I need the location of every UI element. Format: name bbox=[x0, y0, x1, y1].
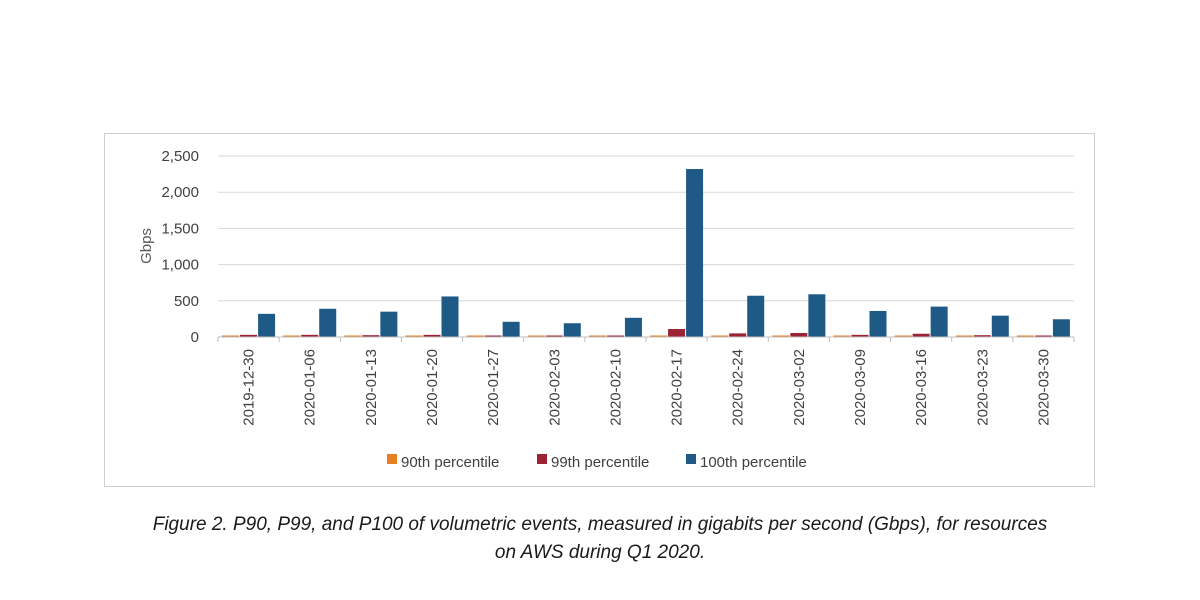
bar-p99 bbox=[240, 334, 258, 337]
bar-p100 bbox=[930, 306, 948, 337]
legend-swatch bbox=[537, 454, 547, 464]
bar-p100 bbox=[1052, 319, 1070, 337]
bar-p100 bbox=[380, 311, 398, 337]
x-tick-label: 2020-03-09 bbox=[852, 349, 869, 426]
figure-caption: Figure 2. P90, P99, and P100 of volumetr… bbox=[0, 511, 1200, 567]
caption-line-1: Figure 2. P90, P99, and P100 of volumetr… bbox=[152, 514, 1048, 535]
bar-p100 bbox=[808, 294, 826, 337]
x-tick-label: 2020-03-02 bbox=[791, 349, 808, 426]
y-axis-label: Gbps bbox=[138, 228, 155, 264]
bar-p90 bbox=[772, 335, 790, 337]
bar-p100 bbox=[991, 315, 1009, 337]
y-tick-label: 500 bbox=[174, 293, 199, 310]
bar-p99 bbox=[423, 334, 441, 337]
bar-p90 bbox=[222, 335, 240, 337]
y-tick-label: 1,500 bbox=[161, 220, 199, 237]
x-tick-label: 2020-01-27 bbox=[485, 349, 502, 426]
y-tick-label: 1,000 bbox=[161, 257, 199, 274]
bar-p90 bbox=[527, 335, 545, 337]
x-tick-label: 2020-03-30 bbox=[1035, 349, 1052, 426]
gridlines bbox=[218, 155, 1074, 302]
bar-p99 bbox=[301, 334, 319, 337]
bar-p90 bbox=[650, 335, 668, 337]
x-tick-label: 2020-01-06 bbox=[302, 349, 319, 426]
y-tick-label: 2,000 bbox=[161, 184, 199, 201]
bar-p99 bbox=[851, 334, 869, 337]
caption-line-2: on AWS during Q1 2020. bbox=[494, 542, 706, 563]
x-tick-label: 2020-01-20 bbox=[424, 349, 441, 426]
bar-p90 bbox=[711, 335, 729, 337]
bar-p90 bbox=[283, 335, 301, 337]
bar-chart: 0 500 1,000 1,500 2,000 2,500 Gbps 2019-12-30… bbox=[138, 148, 1075, 471]
bar-p90 bbox=[405, 335, 423, 337]
bar-p90 bbox=[955, 335, 973, 337]
x-tick-label: 2020-02-03 bbox=[546, 349, 563, 426]
legend-label: 100th percentile bbox=[700, 454, 807, 471]
bar-p99 bbox=[545, 335, 563, 337]
legend-label: 90th percentile bbox=[401, 454, 499, 471]
x-tick-label: 2020-02-17 bbox=[669, 349, 686, 426]
bar-p100 bbox=[502, 321, 520, 337]
bar-p99 bbox=[606, 335, 624, 337]
bar-p99 bbox=[668, 329, 686, 337]
y-tick-label: 0 bbox=[191, 329, 199, 346]
bar-p100 bbox=[441, 296, 459, 337]
bar-p99 bbox=[484, 335, 502, 337]
bar-p99 bbox=[1034, 335, 1052, 337]
bar-p99 bbox=[790, 333, 808, 337]
x-tick-label: 2020-03-16 bbox=[913, 349, 930, 426]
bar-p90 bbox=[1016, 335, 1034, 337]
bar-p99 bbox=[973, 335, 991, 337]
bar-p100 bbox=[319, 308, 337, 337]
legend-label: 99th percentile bbox=[551, 454, 649, 471]
bar-p90 bbox=[833, 335, 851, 337]
bar-p99 bbox=[362, 335, 380, 337]
bar-p90 bbox=[588, 335, 606, 337]
x-tick-label: 2020-02-24 bbox=[730, 349, 747, 426]
bar-p90 bbox=[344, 335, 362, 337]
y-tick-label: 2,500 bbox=[161, 148, 199, 165]
x-tick-label: 2020-01-13 bbox=[363, 349, 380, 426]
legend-swatch bbox=[387, 454, 397, 464]
y-axis-ticks: 0 500 1,000 1,500 2,000 2,500 bbox=[161, 148, 199, 346]
bar-p100 bbox=[563, 323, 581, 337]
bar-p90 bbox=[466, 335, 484, 337]
x-tick-label: 2020-02-10 bbox=[607, 349, 624, 426]
bars bbox=[222, 169, 1070, 337]
x-tick-label: 2019-12-30 bbox=[241, 349, 258, 426]
x-tick-label: 2020-03-23 bbox=[974, 349, 991, 426]
bar-p90 bbox=[894, 335, 912, 337]
bar-p100 bbox=[869, 310, 887, 337]
bar-p100 bbox=[258, 313, 276, 337]
bar-p99 bbox=[912, 333, 930, 337]
bar-p99 bbox=[729, 333, 747, 337]
x-axis-ticks: 2019-12-30 2020-01-06 2020-01-13 2020-01-20… bbox=[217, 337, 1075, 426]
legend-swatch bbox=[686, 454, 696, 464]
legend: 90th percentile 99th percentile 100th perc… bbox=[387, 454, 807, 471]
bar-p100 bbox=[624, 317, 642, 337]
bar-p100 bbox=[747, 295, 765, 337]
bar-p100 bbox=[686, 169, 704, 337]
